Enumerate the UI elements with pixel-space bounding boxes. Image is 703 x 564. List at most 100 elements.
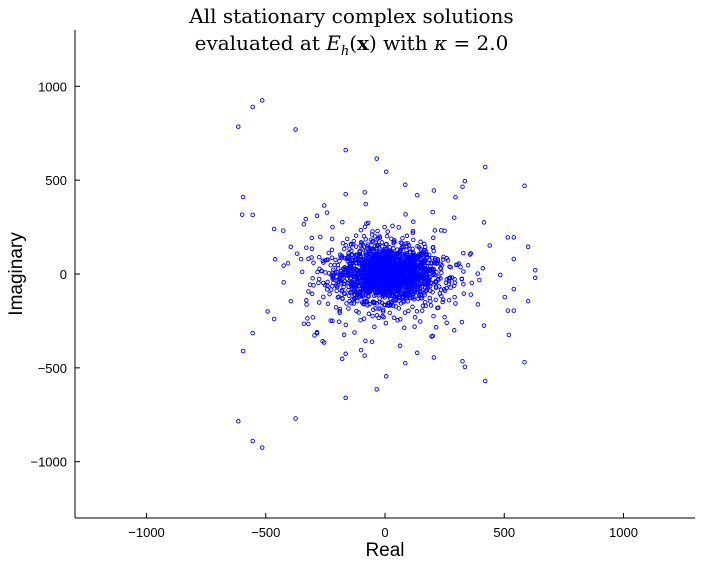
data-point <box>316 280 321 286</box>
data-point <box>293 127 298 132</box>
data-point <box>434 269 439 275</box>
data-point <box>395 287 400 292</box>
data-point <box>390 223 395 229</box>
x-tick-label: 500 <box>493 525 515 540</box>
data-point <box>336 319 342 324</box>
data-point <box>250 438 255 444</box>
data-point <box>358 317 363 323</box>
y-tick-label: 0 <box>60 267 67 282</box>
data-point <box>363 275 369 281</box>
data-point <box>356 261 362 267</box>
data-point <box>316 300 322 305</box>
data-point <box>377 274 383 280</box>
data-point <box>502 294 508 300</box>
data-point <box>394 291 400 297</box>
data-point <box>338 275 343 280</box>
data-point <box>347 261 352 266</box>
data-point <box>387 291 392 296</box>
data-point <box>422 285 428 291</box>
data-point <box>316 276 322 282</box>
data-point <box>465 263 471 268</box>
data-point <box>346 306 351 311</box>
data-point <box>311 260 316 265</box>
data-point <box>414 350 420 356</box>
data-point <box>430 209 435 215</box>
data-point <box>314 213 320 219</box>
data-point <box>391 246 396 251</box>
data-point <box>288 244 294 250</box>
data-point <box>236 419 241 424</box>
data-point <box>335 262 341 268</box>
data-point <box>325 279 330 285</box>
data-point <box>374 242 380 248</box>
y-tick-label: 1000 <box>38 79 67 94</box>
data-point <box>410 250 416 255</box>
data-point <box>397 298 402 303</box>
data-point <box>359 240 365 246</box>
data-point <box>401 281 407 287</box>
data-point <box>366 281 371 286</box>
data-point <box>452 280 458 286</box>
data-point <box>383 374 389 379</box>
data-point <box>343 322 349 328</box>
data-point <box>385 270 391 276</box>
data-point <box>413 276 419 282</box>
data-point <box>405 284 410 289</box>
data-point <box>401 299 406 305</box>
data-point <box>461 269 466 274</box>
data-point <box>439 270 444 275</box>
data-point <box>447 264 452 269</box>
data-point <box>364 299 370 304</box>
data-point <box>412 282 418 287</box>
data-point <box>383 257 388 262</box>
title-argument: x <box>357 31 369 55</box>
data-point <box>418 247 423 252</box>
data-point <box>372 324 377 330</box>
data-point <box>353 254 359 259</box>
data-point <box>406 308 411 314</box>
data-point <box>392 277 397 282</box>
data-point <box>366 246 371 252</box>
data-point <box>318 234 323 240</box>
data-point <box>304 245 309 250</box>
data-point <box>405 259 411 265</box>
data-point <box>505 235 511 240</box>
data-point <box>406 255 411 260</box>
data-point <box>430 333 435 339</box>
data-point <box>331 267 336 272</box>
x-axis-label: Real <box>365 540 404 561</box>
data-point <box>316 254 322 260</box>
data-point <box>326 250 332 256</box>
data-point <box>314 329 320 335</box>
data-point <box>440 299 445 305</box>
data-point <box>402 310 408 315</box>
data-point <box>418 293 424 298</box>
data-point <box>342 267 348 272</box>
data-point <box>363 250 368 255</box>
data-point <box>451 283 457 288</box>
data-point <box>369 242 374 248</box>
data-point <box>304 302 309 307</box>
data-point <box>379 240 385 245</box>
data-point <box>400 256 406 262</box>
data-point <box>402 325 407 331</box>
data-point <box>330 276 335 282</box>
data-point <box>328 318 333 323</box>
data-point <box>424 251 429 257</box>
data-point <box>272 257 278 262</box>
data-point <box>444 320 449 326</box>
data-point <box>324 210 330 215</box>
data-point <box>402 251 408 257</box>
data-point <box>391 239 397 245</box>
data-point <box>431 248 436 254</box>
data-point <box>317 266 322 272</box>
data-point <box>359 277 364 282</box>
data-point <box>420 263 425 268</box>
data-point <box>391 297 397 303</box>
data-point <box>448 285 453 290</box>
data-point <box>404 233 410 239</box>
data-point <box>393 253 399 259</box>
data-point <box>407 269 412 275</box>
data-point <box>374 156 379 161</box>
y-tick-label: −1000 <box>30 455 67 470</box>
